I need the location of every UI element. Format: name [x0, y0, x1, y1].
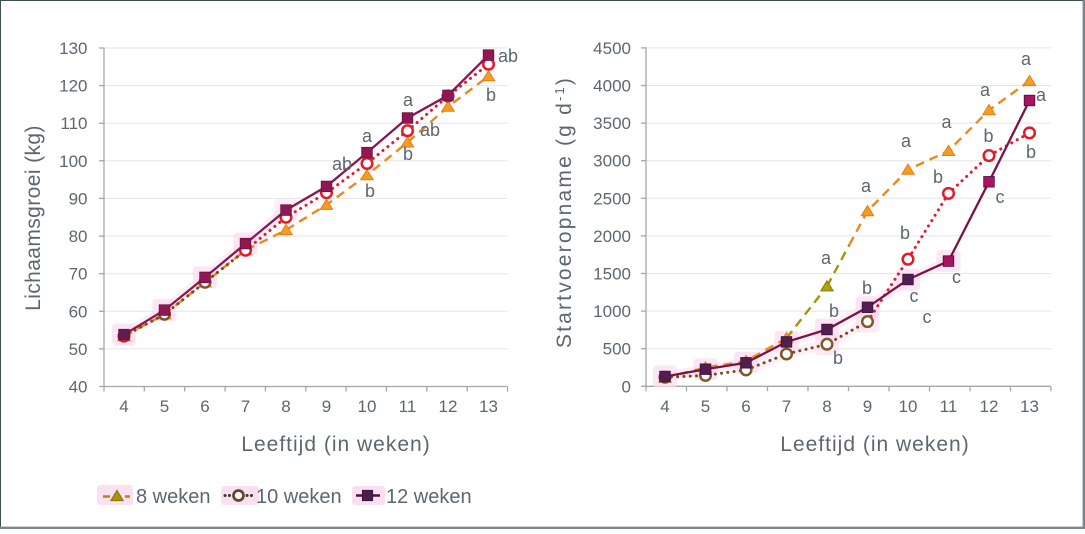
- svg-text:0: 0: [622, 377, 631, 396]
- svg-text:c: c: [996, 187, 1005, 207]
- svg-text:9: 9: [322, 397, 331, 416]
- svg-text:c: c: [910, 286, 919, 306]
- svg-text:6: 6: [741, 397, 750, 416]
- svg-text:b: b: [1026, 142, 1036, 162]
- svg-text:c: c: [952, 267, 961, 287]
- svg-text:b: b: [829, 301, 839, 321]
- svg-text:ab: ab: [498, 46, 518, 66]
- svg-text:c: c: [923, 307, 932, 327]
- svg-text:4: 4: [660, 397, 669, 416]
- svg-text:7: 7: [782, 397, 791, 416]
- svg-text:a: a: [861, 176, 872, 196]
- svg-text:4500: 4500: [593, 39, 631, 58]
- svg-text:ab: ab: [332, 154, 352, 174]
- svg-text:100: 100: [59, 152, 87, 171]
- svg-text:a: a: [1036, 85, 1047, 105]
- svg-text:120: 120: [59, 77, 87, 96]
- svg-text:12 weken: 12 weken: [386, 486, 472, 508]
- svg-text:b: b: [833, 348, 843, 368]
- svg-text:13: 13: [479, 397, 498, 416]
- svg-text:6: 6: [200, 397, 209, 416]
- svg-text:10: 10: [358, 397, 377, 416]
- svg-text:4000: 4000: [593, 77, 631, 96]
- svg-text:a: a: [1021, 49, 1032, 69]
- svg-text:12: 12: [439, 397, 458, 416]
- svg-text:11: 11: [399, 397, 417, 416]
- svg-text:b: b: [365, 181, 375, 201]
- svg-text:11: 11: [940, 397, 958, 416]
- svg-text:b: b: [862, 278, 872, 298]
- svg-text:a: a: [403, 90, 414, 110]
- svg-text:8: 8: [822, 397, 831, 416]
- svg-text:60: 60: [69, 302, 88, 321]
- svg-text:8 weken: 8 weken: [136, 486, 211, 508]
- svg-text:12: 12: [980, 397, 999, 416]
- svg-text:500: 500: [603, 340, 631, 359]
- svg-text:a: a: [821, 248, 832, 268]
- svg-text:5: 5: [160, 397, 169, 416]
- svg-text:2500: 2500: [593, 189, 631, 208]
- svg-text:ab: ab: [420, 120, 440, 140]
- svg-text:9: 9: [863, 397, 872, 416]
- svg-text:4: 4: [119, 397, 128, 416]
- svg-text:1500: 1500: [593, 265, 631, 284]
- svg-text:10: 10: [899, 397, 918, 416]
- svg-text:a: a: [980, 80, 991, 100]
- svg-text:90: 90: [69, 189, 88, 208]
- svg-text:130: 130: [59, 39, 87, 58]
- svg-text:Leeftijd (in weken): Leeftijd (in weken): [241, 433, 430, 456]
- svg-text:40: 40: [69, 378, 88, 397]
- svg-text:a: a: [362, 126, 373, 146]
- svg-text:b: b: [403, 144, 413, 164]
- svg-text:Startvoeropname (g d-1): Startvoeropname (g d-1): [552, 76, 576, 348]
- svg-text:1000: 1000: [593, 302, 631, 321]
- svg-text:Lichaamsgroei (kg): Lichaamsgroei (kg): [22, 125, 45, 311]
- svg-text:13: 13: [1020, 397, 1039, 416]
- svg-text:80: 80: [69, 227, 88, 246]
- svg-text:70: 70: [69, 265, 88, 284]
- svg-text:b: b: [933, 167, 943, 187]
- svg-text:b: b: [983, 126, 993, 146]
- svg-text:8: 8: [281, 397, 290, 416]
- svg-text:110: 110: [60, 114, 87, 133]
- svg-text:3000: 3000: [593, 152, 631, 171]
- svg-text:a: a: [941, 112, 952, 132]
- svg-text:10 weken: 10 weken: [256, 486, 342, 508]
- svg-text:5: 5: [701, 397, 710, 416]
- svg-text:50: 50: [69, 340, 88, 359]
- svg-text:b: b: [486, 85, 496, 105]
- svg-text:Leeftijd (in weken): Leeftijd (in weken): [780, 433, 969, 456]
- svg-text:b: b: [900, 223, 910, 243]
- svg-text:a: a: [901, 131, 912, 151]
- svg-text:3500: 3500: [593, 114, 631, 133]
- svg-text:2000: 2000: [593, 227, 631, 246]
- svg-text:7: 7: [241, 397, 250, 416]
